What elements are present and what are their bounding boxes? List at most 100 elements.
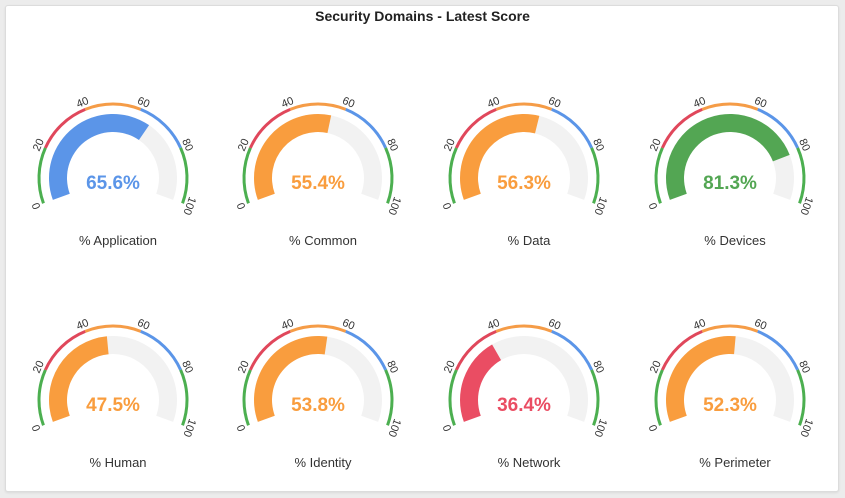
gauge-label: % Human — [89, 455, 146, 470]
gauge-value-text: 53.8% — [291, 395, 345, 416]
gauge-band — [590, 147, 600, 204]
gauge-value-text: 56.3% — [497, 173, 551, 194]
gauge: 0 20 40 60 80 100 36.4% % Network — [441, 317, 609, 470]
gauge-label: % Perimeter — [699, 455, 771, 470]
gauge-band — [448, 369, 458, 426]
gauge-label: % Common — [289, 233, 357, 248]
gauge-tick-label: 80 — [384, 137, 400, 153]
gauge-tick-label: 60 — [546, 95, 562, 111]
gauge-tick-label: 0 — [235, 201, 248, 211]
gauge-band — [551, 329, 593, 371]
gauge-band — [701, 102, 759, 111]
gauge-band — [37, 369, 47, 426]
gauge-band — [654, 147, 664, 204]
gauge-tick-label: 40 — [486, 317, 502, 333]
gauge-value-arc — [666, 114, 790, 200]
gauge: 0 20 40 60 80 100 55.4% % Common — [235, 95, 403, 248]
gauge-tick-label: 60 — [135, 95, 151, 111]
gauge-band — [455, 107, 497, 149]
gauge-tick-label: 20 — [236, 137, 252, 153]
gauge-tick-label: 80 — [384, 359, 400, 375]
gauge-band — [84, 324, 142, 333]
gauge-band — [84, 102, 142, 111]
gauge-band — [757, 329, 799, 371]
gauge-band — [590, 369, 600, 426]
dashboard-card — [5, 5, 839, 492]
gauge-band — [44, 329, 86, 371]
gauge-value-text: 65.6% — [86, 173, 140, 194]
gauge-tick-label: 0 — [30, 423, 43, 433]
gauge-band — [140, 107, 182, 149]
gauge-value-text: 81.3% — [703, 173, 757, 194]
gauge-tick-label: 0 — [441, 201, 454, 211]
gauge-band — [757, 107, 799, 149]
gauge-label: % Data — [508, 233, 551, 248]
gauge-tick-label: 20 — [648, 359, 664, 375]
gauge-value-text: 52.3% — [703, 395, 757, 416]
gauge-tick-label: 60 — [752, 95, 768, 111]
gauge-tick-label: 20 — [31, 359, 47, 375]
gauge-tick-label: 100 — [180, 195, 198, 216]
gauge-band — [495, 324, 553, 333]
gauge-tick-label: 0 — [647, 423, 660, 433]
gauge-tick-label: 40 — [692, 317, 708, 333]
gauge-band — [701, 324, 759, 333]
gauge-band — [37, 147, 47, 204]
gauge-value-text: 36.4% — [497, 395, 551, 416]
gauge-band — [455, 329, 497, 371]
gauge-value-arc — [460, 114, 540, 200]
gauge-band — [242, 147, 252, 204]
gauge-tick-label: 40 — [486, 95, 502, 111]
gauge-tick-label: 100 — [385, 195, 403, 216]
gauge: 0 20 40 60 80 100 47.5% % Human — [30, 317, 198, 470]
gauge-tick-label: 100 — [797, 195, 815, 216]
gauge-band — [345, 329, 387, 371]
gauge-tick-label: 60 — [752, 317, 768, 333]
gauge-tick-label: 0 — [647, 201, 660, 211]
gauge-value-arc — [254, 335, 328, 422]
gauge-band — [249, 107, 291, 149]
gauge-tick-label: 80 — [590, 359, 606, 375]
gauge-band — [654, 369, 664, 426]
gauge-label: % Devices — [704, 233, 766, 248]
gauge-tick-label: 20 — [442, 137, 458, 153]
gauge-label: % Application — [79, 233, 157, 248]
gauge-label: % Network — [498, 455, 561, 470]
gauge-value-text: 47.5% — [86, 395, 140, 416]
gauge-band — [495, 102, 553, 111]
gauge-value-arc — [49, 336, 109, 422]
gauge: 0 20 40 60 80 100 52.3% % Perimeter — [647, 317, 815, 470]
gauge-value-arc — [254, 114, 332, 200]
gauge-tick-label: 60 — [340, 317, 356, 333]
gauge-band — [289, 102, 347, 111]
gauge-tick-label: 60 — [546, 317, 562, 333]
gauge-tick-label: 40 — [280, 317, 296, 333]
gauge-band — [179, 369, 189, 426]
gauge-band — [551, 107, 593, 149]
gauge-tick-label: 80 — [179, 359, 195, 375]
gauge: 0 20 40 60 80 100 81.3% % Devices — [647, 95, 815, 248]
gauge-band — [796, 369, 806, 426]
gauge-tick-label: 100 — [591, 195, 609, 216]
gauge-tick-label: 80 — [796, 359, 812, 375]
gauge-band — [289, 324, 347, 333]
gauge-band — [448, 147, 458, 204]
gauge-tick-label: 40 — [75, 95, 91, 111]
gauge-value-text: 55.4% — [291, 173, 345, 194]
gauge-tick-label: 100 — [385, 417, 403, 438]
chart-title: Security Domains - Latest Score — [315, 8, 530, 24]
gauge-tick-label: 40 — [75, 317, 91, 333]
gauge-band — [384, 147, 394, 204]
gauge-tick-label: 80 — [796, 137, 812, 153]
gauge-band — [345, 107, 387, 149]
gauge-label: % Identity — [294, 455, 352, 470]
gauge-band — [796, 147, 806, 204]
gauge-tick-label: 80 — [590, 137, 606, 153]
gauge-tick-label: 20 — [236, 359, 252, 375]
gauge-tick-label: 0 — [441, 423, 454, 433]
gauge-value-arc — [49, 113, 150, 200]
gauge-value-arc — [666, 336, 736, 422]
gauge-band — [242, 369, 252, 426]
gauge-band — [661, 329, 703, 371]
gauge: 0 20 40 60 80 100 56.3% % Data — [441, 95, 609, 248]
